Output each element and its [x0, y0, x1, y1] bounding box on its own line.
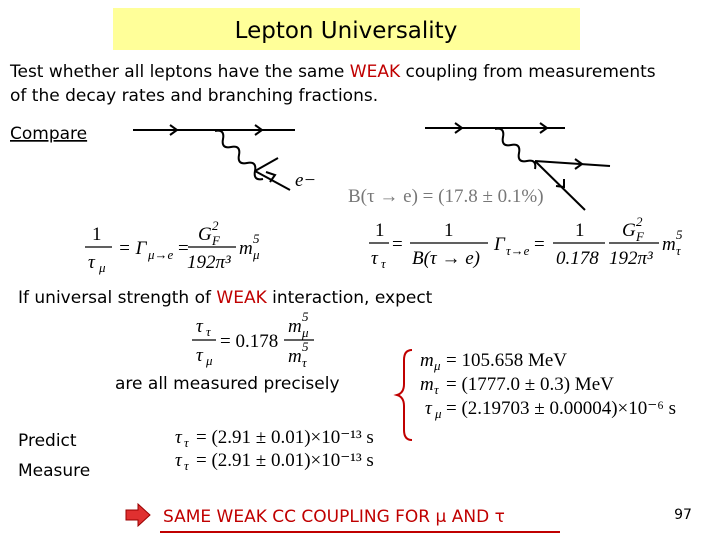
feynman-diagram: [425, 122, 611, 211]
formula-text: m: [288, 346, 302, 367]
formula-muon: 1 τ μ = Γ μ→e = G F 2 192π³ m μ 5: [85, 218, 260, 275]
measurement-value: = (1777.0 ± 0.3) MeV: [446, 374, 614, 395]
formula-text: 2: [212, 218, 219, 233]
expect-highlight: WEAK: [216, 288, 267, 308]
formula-text: m: [239, 238, 253, 259]
formula-text: τ→e: [506, 243, 530, 258]
formula-text: τ: [206, 324, 212, 339]
formula-text: B(τ → e): [412, 248, 480, 269]
formula-text: 1: [444, 220, 454, 241]
formula-text: τ: [196, 316, 204, 337]
comparison-label: Predict: [18, 431, 77, 451]
intro-highlight: WEAK: [350, 62, 401, 82]
comparison: Predict Measure τ τ = (2.91 ± 0.01)×10⁻¹…: [18, 427, 374, 481]
expect-line: If universal strength of WEAK interactio…: [18, 288, 433, 308]
formula-text: = Γ: [118, 238, 148, 259]
measurement-symbol: m: [420, 374, 434, 395]
formula-text: 5: [302, 339, 309, 354]
formula-text: F: [635, 229, 645, 244]
intro-text: Test whether all leptons have the same: [9, 62, 350, 82]
feynman-diagram: [133, 124, 295, 191]
comparison-symbol: τ: [184, 458, 190, 473]
formula-text: =: [534, 234, 545, 255]
intro-text: coupling from measurements: [400, 62, 656, 82]
formula-text: 5: [253, 231, 260, 246]
compare-label: Compare: [10, 124, 87, 144]
conclusion: SAME WEAK CC COUPLING FOR μ AND τ: [163, 507, 505, 527]
formula-text: 1: [575, 220, 585, 241]
formula-text: τ: [381, 256, 387, 271]
comparison-symbol: τ: [175, 450, 183, 471]
formula-text: τ: [88, 252, 96, 273]
formula-text: 0.178: [556, 248, 599, 269]
expect-text: interaction, expect: [267, 288, 433, 308]
comparison-symbol: τ: [184, 435, 190, 450]
formula-text: m: [662, 234, 676, 255]
formula-text: G: [622, 220, 636, 241]
branching-ratio: B(τ → e) = (17.8 ± 0.1%): [348, 186, 544, 207]
formula-text: τ: [196, 345, 204, 366]
formula-text: =: [178, 238, 189, 259]
intro-line: Test whether all leptons have the same W…: [9, 62, 656, 82]
measurement-value: = 105.658 MeV: [446, 350, 567, 371]
measurement-value: = (2.19703 ± 0.00004)×10⁻⁶ s: [446, 398, 676, 419]
comparison-value: = (2.91 ± 0.01)×10⁻¹³ s: [196, 450, 374, 471]
measurement-symbol: m: [420, 350, 434, 371]
formula-text: τ: [302, 355, 308, 370]
formula-text: G: [198, 224, 212, 245]
formula-text: 5: [302, 309, 309, 324]
formula-text: τ: [676, 243, 682, 258]
measurement-symbol: μ: [433, 358, 441, 373]
measurements: m μ = 105.658 MeV m τ = (1777.0 ± 0.3) M…: [420, 350, 676, 421]
formula-text: Γ: [493, 234, 506, 255]
formula-text: 192π³: [187, 252, 231, 273]
brace: [393, 349, 413, 441]
formula-text: F: [211, 233, 221, 248]
formula-text: 192π³: [609, 248, 653, 269]
measurement-symbol: τ: [425, 398, 433, 419]
formula-text: 1: [92, 224, 102, 245]
electron-label: e−: [295, 170, 316, 191]
formula-text: τ: [371, 248, 379, 269]
formula-text: 5: [676, 227, 683, 242]
arrow-icon: [125, 502, 151, 528]
page-number: 97: [674, 507, 692, 523]
formula-text: =: [392, 234, 403, 255]
comparison-label: Measure: [18, 461, 90, 481]
measured-note: are all measured precisely: [115, 374, 340, 394]
expect-text: If universal strength of: [18, 288, 216, 308]
formula-text: μ→e: [147, 247, 174, 262]
intro-text: of the decay rates and branching fractio…: [10, 86, 378, 106]
formula-text: μ: [301, 325, 309, 340]
measurement-symbol: τ: [434, 382, 440, 397]
formula-text: μ: [205, 353, 213, 368]
formula-text: 2: [636, 214, 643, 229]
formula-text: = 0.178: [220, 331, 278, 352]
formula-text: μ: [252, 247, 260, 262]
formula-tau: 1 τ τ = 1 B(τ → e) Γ τ→e = 1 0.178 G F 2…: [369, 214, 683, 271]
formula-text: μ: [98, 260, 106, 275]
formula-text: 1: [375, 220, 385, 241]
comparison-value: = (2.91 ± 0.01)×10⁻¹³ s: [196, 427, 374, 448]
title-box: [113, 8, 580, 50]
ratio-formula: τ τ τ μ = 0.178 m μ 5 m τ 5: [192, 309, 314, 370]
formula-text: m: [288, 316, 302, 337]
comparison-symbol: τ: [175, 427, 183, 448]
measurement-symbol: μ: [434, 406, 442, 421]
title: Lepton Universality: [235, 18, 458, 44]
